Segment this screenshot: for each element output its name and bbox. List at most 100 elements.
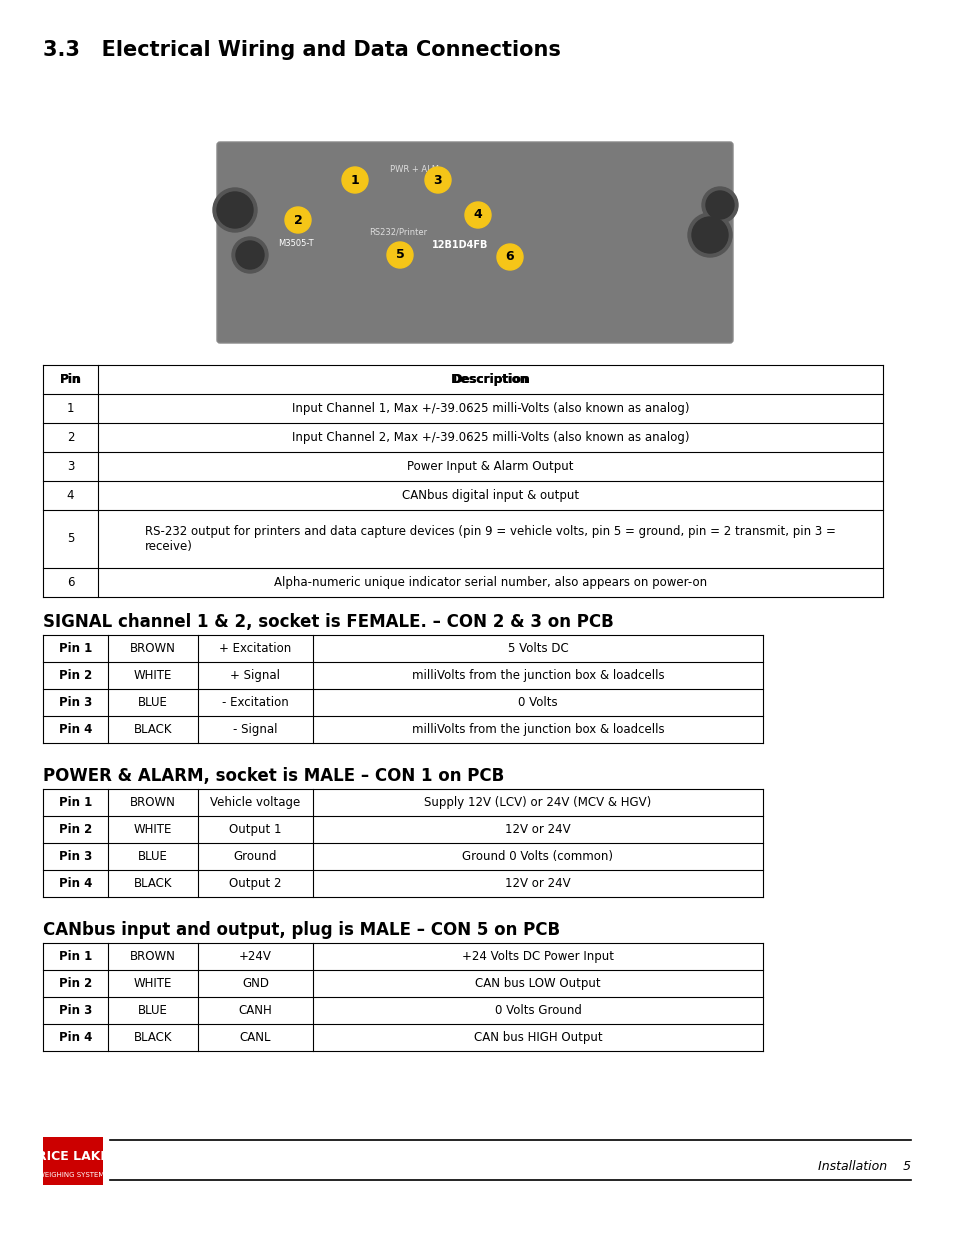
Circle shape <box>216 191 253 228</box>
Text: Pin 3: Pin 3 <box>59 697 92 709</box>
Circle shape <box>687 212 731 257</box>
Circle shape <box>705 191 733 219</box>
Text: Output 1: Output 1 <box>229 823 281 836</box>
Text: 4: 4 <box>473 209 482 221</box>
Text: CANbus digital input & output: CANbus digital input & output <box>401 489 578 501</box>
Text: milliVolts from the junction box & loadcells: milliVolts from the junction box & loadc… <box>412 722 663 736</box>
Text: POWER & ALARM, socket is MALE – CON 1 on PCB: POWER & ALARM, socket is MALE – CON 1 on… <box>43 767 504 785</box>
Text: 4: 4 <box>67 489 74 501</box>
Text: +24 Volts DC Power Input: +24 Volts DC Power Input <box>461 950 614 963</box>
Text: BLACK: BLACK <box>133 722 172 736</box>
Text: Pin 3: Pin 3 <box>59 850 92 863</box>
Text: 0 Volts: 0 Volts <box>517 697 558 709</box>
Text: WHITE: WHITE <box>133 823 172 836</box>
Circle shape <box>701 186 738 224</box>
FancyBboxPatch shape <box>43 635 762 662</box>
Text: CANbus input and output, plug is MALE – CON 5 on PCB: CANbus input and output, plug is MALE – … <box>43 921 559 939</box>
Text: GND: GND <box>242 977 269 990</box>
Text: BROWN: BROWN <box>130 950 175 963</box>
Circle shape <box>464 203 491 228</box>
Text: RS-232 output for printers and data capture devices (pin 9 = vehicle volts, pin : RS-232 output for printers and data capt… <box>145 525 835 553</box>
Text: BLACK: BLACK <box>133 1031 172 1044</box>
FancyBboxPatch shape <box>43 394 882 424</box>
FancyBboxPatch shape <box>43 366 882 394</box>
Text: Pin 1: Pin 1 <box>59 642 92 655</box>
FancyBboxPatch shape <box>43 480 882 510</box>
Text: 5: 5 <box>395 248 404 262</box>
FancyBboxPatch shape <box>43 568 882 597</box>
Text: BLUE: BLUE <box>138 850 168 863</box>
Text: Input Channel 2, Max +/-39.0625 milli-Volts (also known as analog): Input Channel 2, Max +/-39.0625 milli-Vo… <box>292 431 688 445</box>
Text: Pin 4: Pin 4 <box>59 1031 92 1044</box>
Circle shape <box>497 245 522 270</box>
Text: Ground 0 Volts (common): Ground 0 Volts (common) <box>462 850 613 863</box>
FancyBboxPatch shape <box>43 789 762 816</box>
FancyBboxPatch shape <box>43 844 762 869</box>
Text: Output 2: Output 2 <box>229 877 281 890</box>
Text: RS232/Printer: RS232/Printer <box>369 227 427 236</box>
Text: BROWN: BROWN <box>130 642 175 655</box>
FancyBboxPatch shape <box>43 510 882 568</box>
Text: + Signal: + Signal <box>231 669 280 682</box>
Text: 0 Volts Ground: 0 Volts Ground <box>494 1004 580 1016</box>
Text: + Excitation: + Excitation <box>219 642 292 655</box>
Text: Power Input & Alarm Output: Power Input & Alarm Output <box>407 459 573 473</box>
Text: SIGNAL channel 1 & 2, socket is FEMALE. – CON 2 & 3 on PCB: SIGNAL channel 1 & 2, socket is FEMALE. … <box>43 613 613 631</box>
FancyBboxPatch shape <box>43 662 762 689</box>
Circle shape <box>213 188 256 232</box>
Circle shape <box>691 217 727 253</box>
FancyBboxPatch shape <box>216 142 732 343</box>
Text: Pin: Pin <box>60 373 81 387</box>
Text: Input Channel 1, Max +/-39.0625 milli-Volts (also known as analog): Input Channel 1, Max +/-39.0625 milli-Vo… <box>292 403 688 415</box>
Text: 1: 1 <box>67 403 74 415</box>
FancyBboxPatch shape <box>43 689 762 716</box>
FancyBboxPatch shape <box>43 997 762 1024</box>
Text: Pin 1: Pin 1 <box>59 950 92 963</box>
Text: Description: Description <box>450 373 530 387</box>
Text: 12B1D4FB: 12B1D4FB <box>432 240 488 249</box>
Text: BLACK: BLACK <box>133 877 172 890</box>
FancyBboxPatch shape <box>43 452 882 480</box>
Text: 3: 3 <box>434 173 442 186</box>
Text: Alpha-numeric unique indicator serial number, also appears on power-on: Alpha-numeric unique indicator serial nu… <box>274 576 706 589</box>
Text: - Excitation: - Excitation <box>222 697 289 709</box>
Text: 12V or 24V: 12V or 24V <box>505 877 570 890</box>
FancyBboxPatch shape <box>43 1137 103 1186</box>
Text: BLUE: BLUE <box>138 697 168 709</box>
Text: milliVolts from the junction box & loadcells: milliVolts from the junction box & loadc… <box>412 669 663 682</box>
Text: 2: 2 <box>67 431 74 445</box>
Text: Description: Description <box>452 373 528 387</box>
Text: WHITE: WHITE <box>133 977 172 990</box>
Text: Pin 4: Pin 4 <box>59 722 92 736</box>
Circle shape <box>424 167 451 193</box>
Text: - Signal: - Signal <box>233 722 277 736</box>
Text: 5 Volts DC: 5 Volts DC <box>507 642 568 655</box>
Text: Ground: Ground <box>233 850 277 863</box>
Text: Pin 1: Pin 1 <box>59 797 92 809</box>
Circle shape <box>285 207 311 233</box>
FancyBboxPatch shape <box>43 869 762 897</box>
Text: 2: 2 <box>294 214 302 226</box>
Text: CAN bus LOW Output: CAN bus LOW Output <box>475 977 600 990</box>
Text: 1: 1 <box>351 173 359 186</box>
Text: M3505-T: M3505-T <box>278 238 314 247</box>
FancyBboxPatch shape <box>43 816 762 844</box>
Text: 5: 5 <box>67 532 74 546</box>
Text: PWR + ALM: PWR + ALM <box>390 165 439 174</box>
Circle shape <box>341 167 368 193</box>
Text: BLUE: BLUE <box>138 1004 168 1016</box>
Text: WEIGHING SYSTEMS: WEIGHING SYSTEMS <box>37 1172 109 1178</box>
FancyBboxPatch shape <box>43 716 762 743</box>
FancyBboxPatch shape <box>43 944 762 969</box>
Text: Pin 2: Pin 2 <box>59 669 92 682</box>
Text: Vehicle voltage: Vehicle voltage <box>211 797 300 809</box>
Text: Pin 2: Pin 2 <box>59 823 92 836</box>
Text: 3.3   Electrical Wiring and Data Connections: 3.3 Electrical Wiring and Data Connectio… <box>43 40 560 61</box>
Text: Pin 4: Pin 4 <box>59 877 92 890</box>
Text: BROWN: BROWN <box>130 797 175 809</box>
Text: Installation    5: Installation 5 <box>817 1161 910 1173</box>
FancyBboxPatch shape <box>43 1024 762 1051</box>
Text: Pin: Pin <box>59 373 81 387</box>
FancyBboxPatch shape <box>43 969 762 997</box>
Text: WHITE: WHITE <box>133 669 172 682</box>
